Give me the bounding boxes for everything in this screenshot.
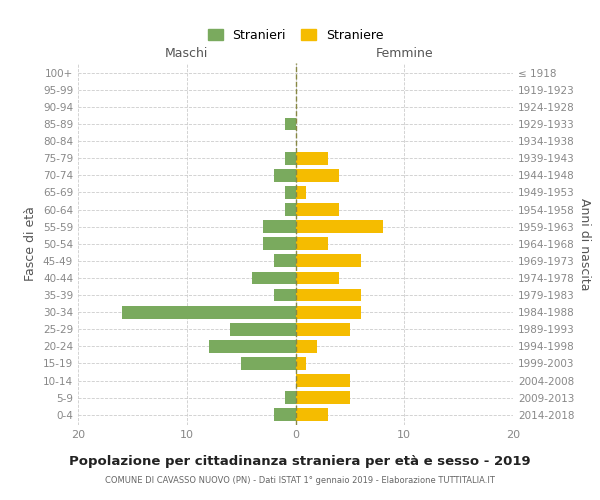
- Text: Popolazione per cittadinanza straniera per età e sesso - 2019: Popolazione per cittadinanza straniera p…: [69, 455, 531, 468]
- Bar: [284, 152, 296, 164]
- Bar: [274, 254, 296, 268]
- Bar: [252, 272, 296, 284]
- Legend: Stranieri, Straniere: Stranieri, Straniere: [204, 25, 387, 46]
- Bar: [263, 220, 296, 233]
- Bar: [274, 288, 296, 302]
- Bar: [296, 391, 350, 404]
- Bar: [296, 288, 361, 302]
- Bar: [296, 186, 307, 199]
- Bar: [284, 186, 296, 199]
- Bar: [296, 203, 339, 216]
- Bar: [296, 238, 328, 250]
- Text: Maschi: Maschi: [165, 47, 208, 60]
- Bar: [296, 169, 339, 182]
- Bar: [296, 272, 339, 284]
- Bar: [296, 254, 361, 268]
- Bar: [296, 306, 361, 318]
- Bar: [296, 408, 328, 421]
- Bar: [274, 408, 296, 421]
- Bar: [296, 152, 328, 164]
- Y-axis label: Fasce di età: Fasce di età: [25, 206, 37, 281]
- Bar: [263, 238, 296, 250]
- Y-axis label: Anni di nascita: Anni di nascita: [578, 198, 591, 290]
- Bar: [296, 374, 350, 387]
- Bar: [284, 118, 296, 130]
- Bar: [209, 340, 296, 353]
- Bar: [284, 391, 296, 404]
- Bar: [121, 306, 296, 318]
- Bar: [296, 323, 350, 336]
- Text: COMUNE DI CAVASSO NUOVO (PN) - Dati ISTAT 1° gennaio 2019 - Elaborazione TUTTITA: COMUNE DI CAVASSO NUOVO (PN) - Dati ISTA…: [105, 476, 495, 485]
- Text: Femmine: Femmine: [376, 47, 433, 60]
- Bar: [296, 220, 383, 233]
- Bar: [274, 169, 296, 182]
- Bar: [230, 323, 296, 336]
- Bar: [296, 340, 317, 353]
- Bar: [241, 357, 296, 370]
- Bar: [296, 357, 307, 370]
- Bar: [284, 203, 296, 216]
